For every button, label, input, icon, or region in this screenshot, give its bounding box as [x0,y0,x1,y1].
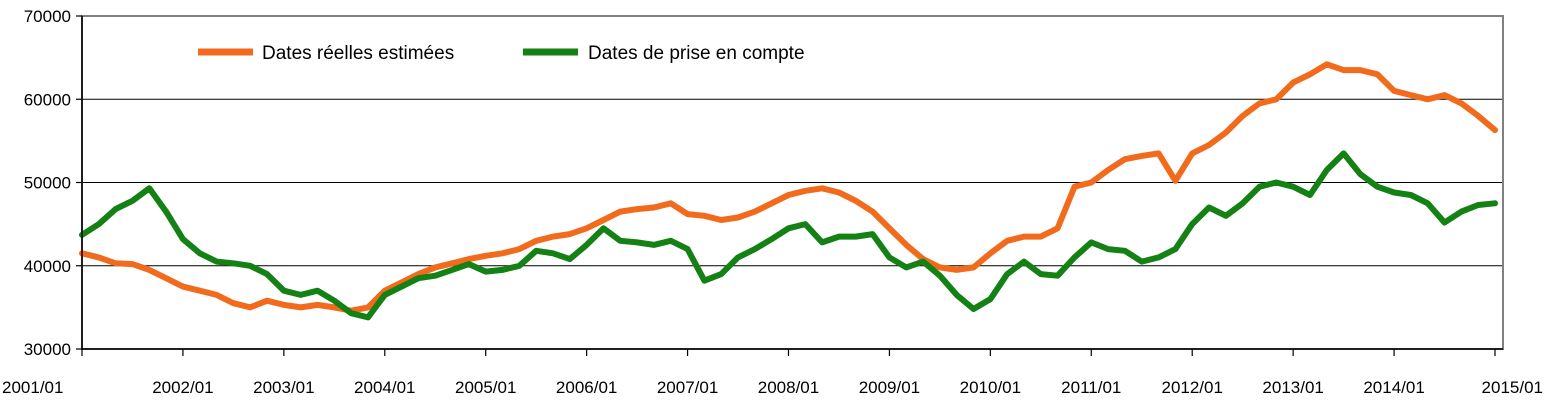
y-tick-label: 40000 [24,257,71,276]
x-tick-label: 2003/01 [253,378,314,397]
y-tick-label: 60000 [24,90,71,109]
axes: 30000 40000 50000 60000 70000 2001/01 2002/01 2… [2,7,1543,397]
x-tick-label: 2002/01 [152,378,213,397]
legend-label-1: Dates réelles estimées [262,43,454,64]
x-tick-label: 2001/01 [2,378,63,397]
x-tick-label: 2009/01 [859,378,920,397]
x-tick-label: 2005/01 [455,378,516,397]
x-tick-label: 2012/01 [1161,378,1222,397]
legend-label-2: Dates de prise en compte [588,43,805,64]
series-lines [79,61,1498,321]
x-tick-label: 2015/01 [1482,378,1543,397]
x-tick-label: 2014/01 [1363,378,1424,397]
grid [81,15,1504,350]
x-tick-label: 2011/01 [1061,378,1121,397]
y-tick-label: 30000 [24,340,71,359]
series-line-2 [79,150,1498,321]
x-tick-label: 2010/01 [960,378,1021,397]
y-tick-label: 70000 [24,7,71,26]
x-tick-label: 2007/01 [657,378,718,397]
legend: Dates réelles estimées Dates de prise en … [198,43,805,64]
y-tick-label: 50000 [24,174,71,193]
x-tick-label: 2006/01 [556,378,617,397]
x-tick-label: 2013/01 [1262,378,1323,397]
x-tick-label: 2004/01 [354,378,415,397]
series-line-1 [79,61,1498,314]
x-tick-label: 2008/01 [758,378,819,397]
